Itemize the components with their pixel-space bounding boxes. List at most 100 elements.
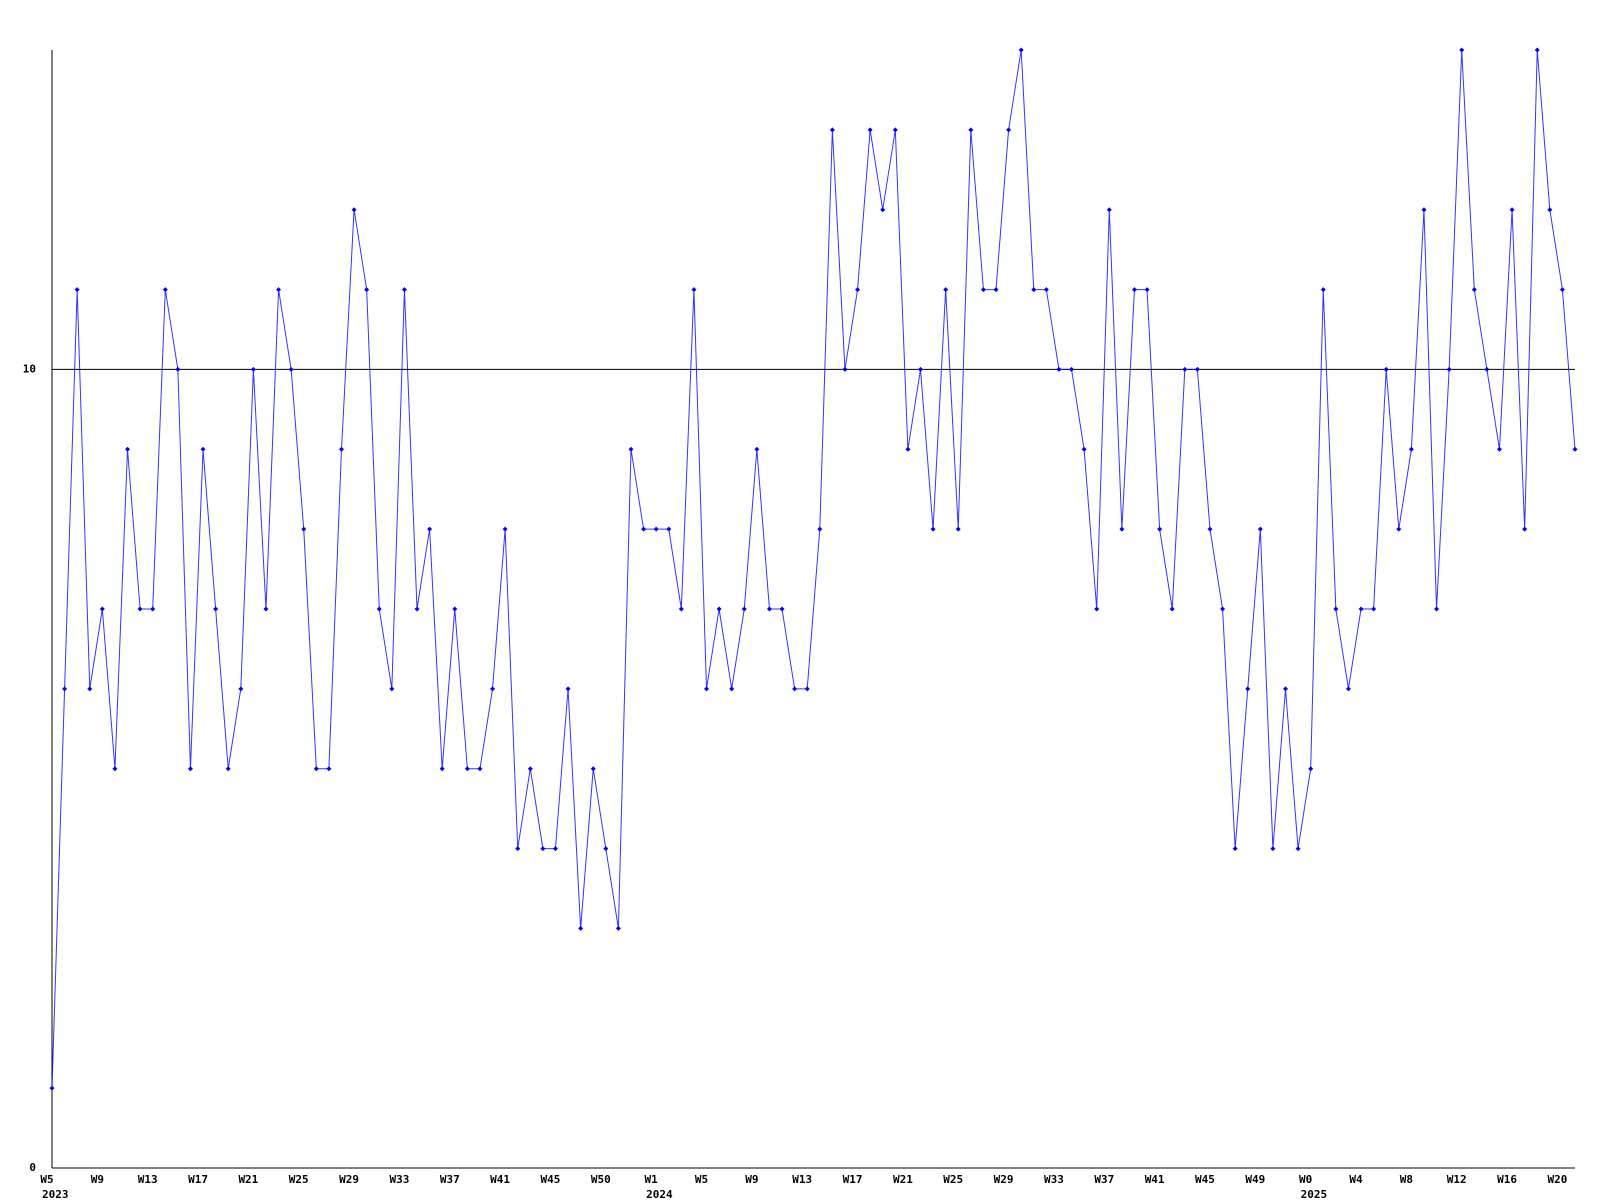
point-marker — [1119, 526, 1125, 532]
point-marker — [792, 686, 798, 692]
point-marker — [250, 366, 256, 372]
point-marker — [389, 686, 395, 692]
x-tick-label: W25 — [943, 1173, 963, 1186]
point-marker — [1018, 47, 1024, 53]
point-marker — [364, 287, 370, 293]
x-tick-label: W37 — [440, 1173, 460, 1186]
x-tick-label: W45 — [541, 1173, 561, 1186]
point-marker — [1283, 686, 1289, 692]
point-marker — [326, 766, 332, 772]
point-marker — [225, 766, 231, 772]
point-marker — [917, 366, 923, 372]
x-tick-label: W13 — [792, 1173, 812, 1186]
point-marker — [276, 287, 282, 293]
point-marker — [691, 287, 697, 293]
point-marker — [540, 846, 546, 852]
point-marker — [1547, 207, 1553, 213]
x-year-label: 2025 — [1301, 1188, 1328, 1200]
point-marker — [351, 207, 357, 213]
point-marker — [678, 606, 684, 612]
point-marker — [1069, 366, 1075, 372]
point-marker — [1333, 606, 1339, 612]
point-marker — [1471, 287, 1477, 293]
x-tick-label: W50 — [591, 1173, 611, 1186]
point-marker — [1534, 47, 1540, 53]
point-marker — [112, 766, 118, 772]
point-marker — [666, 526, 672, 532]
point-marker — [62, 686, 68, 692]
x-tick-label: W9 — [91, 1173, 104, 1186]
point-marker — [1081, 446, 1087, 452]
point-marker — [527, 766, 533, 772]
point-marker — [515, 846, 521, 852]
point-marker — [1408, 446, 1414, 452]
point-marker — [968, 127, 974, 133]
point-marker — [1446, 366, 1452, 372]
point-marker — [1320, 287, 1326, 293]
point-marker — [1345, 686, 1351, 692]
point-marker — [615, 925, 621, 931]
x-tick-label: W5 — [40, 1173, 53, 1186]
point-marker — [401, 287, 407, 293]
x-tick-label: W21 — [238, 1173, 258, 1186]
point-marker — [754, 446, 760, 452]
point-marker — [137, 606, 143, 612]
point-marker — [779, 606, 785, 612]
x-tick-label: W0 — [1299, 1173, 1312, 1186]
point-marker — [1496, 446, 1502, 452]
point-marker — [716, 606, 722, 612]
point-marker — [842, 366, 848, 372]
point-marker — [1207, 526, 1213, 532]
point-marker — [338, 446, 344, 452]
x-tick-label: W17 — [843, 1173, 863, 1186]
point-marker — [980, 287, 986, 293]
point-marker — [704, 686, 710, 692]
x-tick-label: W29 — [339, 1173, 359, 1186]
point-marker — [578, 925, 584, 931]
point-marker — [1522, 526, 1528, 532]
point-marker — [238, 686, 244, 692]
point-marker — [1484, 366, 1490, 372]
point-marker — [1182, 366, 1188, 372]
point-marker — [653, 526, 659, 532]
point-marker — [1043, 287, 1049, 293]
point-marker — [49, 1085, 55, 1091]
point-marker — [263, 606, 269, 612]
point-marker — [1245, 686, 1251, 692]
x-tick-label: W29 — [994, 1173, 1014, 1186]
point-marker — [427, 526, 433, 532]
point-marker — [1559, 287, 1565, 293]
x-tick-label: W41 — [490, 1173, 510, 1186]
point-marker — [1383, 366, 1389, 372]
x-tick-label: W33 — [389, 1173, 409, 1186]
point-marker — [1232, 846, 1238, 852]
point-marker — [1434, 606, 1440, 612]
point-marker — [905, 446, 911, 452]
point-marker — [288, 366, 294, 372]
point-marker — [741, 606, 747, 612]
point-marker — [477, 766, 483, 772]
x-tick-label: W4 — [1349, 1173, 1363, 1186]
x-tick-label: W5 — [695, 1173, 708, 1186]
point-marker — [590, 766, 596, 772]
point-marker — [175, 366, 181, 372]
point-marker — [200, 446, 206, 452]
series-line — [51, 49, 1576, 1089]
point-marker — [880, 207, 886, 213]
point-marker — [439, 766, 445, 772]
point-marker — [817, 526, 823, 532]
point-marker — [1509, 207, 1515, 213]
point-marker — [603, 846, 609, 852]
point-marker — [1131, 287, 1137, 293]
x-tick-label: W45 — [1195, 1173, 1215, 1186]
point-marker — [993, 287, 999, 293]
x-tick-label: W9 — [745, 1173, 758, 1186]
point-marker — [1572, 446, 1578, 452]
point-marker — [1056, 366, 1062, 372]
x-tick-label: W49 — [1245, 1173, 1265, 1186]
point-marker — [829, 127, 835, 133]
point-marker — [1308, 766, 1314, 772]
point-marker — [99, 606, 105, 612]
x-tick-label: W21 — [893, 1173, 913, 1186]
x-tick-label: W13 — [138, 1173, 158, 1186]
